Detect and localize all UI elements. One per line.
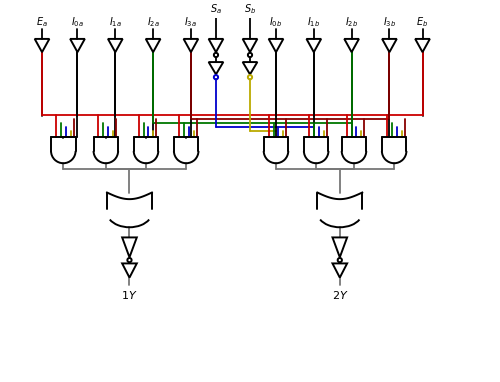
Text: $I_{0b}$: $I_{0b}$	[270, 15, 282, 29]
Text: $I_{1a}$: $I_{1a}$	[109, 15, 122, 29]
Text: $1Y$: $1Y$	[121, 290, 138, 301]
Text: $I_{2b}$: $I_{2b}$	[345, 15, 358, 29]
Text: $E_b$: $E_b$	[416, 15, 428, 29]
Text: $2Y$: $2Y$	[332, 290, 348, 301]
Text: $E_a$: $E_a$	[36, 15, 48, 29]
Text: $I_{3a}$: $I_{3a}$	[184, 15, 198, 29]
Text: $I_{2a}$: $I_{2a}$	[146, 15, 160, 29]
Text: $I_{0a}$: $I_{0a}$	[71, 15, 84, 29]
Text: $S_a$: $S_a$	[210, 2, 222, 16]
Text: $I_{3b}$: $I_{3b}$	[383, 15, 396, 29]
Text: $S_b$: $S_b$	[244, 2, 256, 16]
Text: $I_{1b}$: $I_{1b}$	[307, 15, 320, 29]
